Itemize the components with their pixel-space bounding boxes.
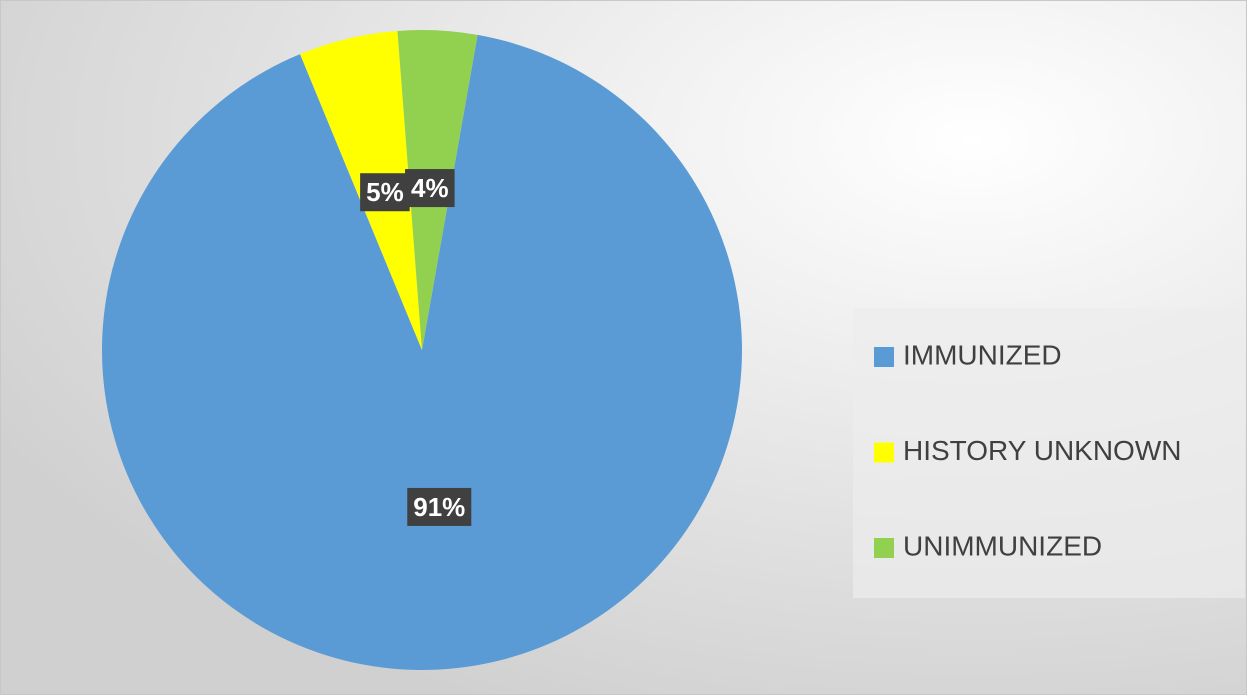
legend-swatch xyxy=(874,442,894,463)
legend-box xyxy=(853,308,1245,598)
value-label-box xyxy=(405,169,455,208)
legend-swatch xyxy=(874,538,894,558)
value-label: 4% xyxy=(411,173,449,203)
pie-slice xyxy=(101,34,742,671)
value-label: 91% xyxy=(413,492,465,522)
value-label-box xyxy=(407,487,472,526)
legend-label: UNIMMUNIZED xyxy=(903,530,1102,561)
legend-label: HISTORY UNKNOWN xyxy=(903,435,1181,466)
value-label: 5% xyxy=(366,177,404,207)
legend-label: IMMUNIZED xyxy=(903,339,1062,370)
legend-swatch xyxy=(874,347,894,367)
value-label-box xyxy=(360,173,410,212)
